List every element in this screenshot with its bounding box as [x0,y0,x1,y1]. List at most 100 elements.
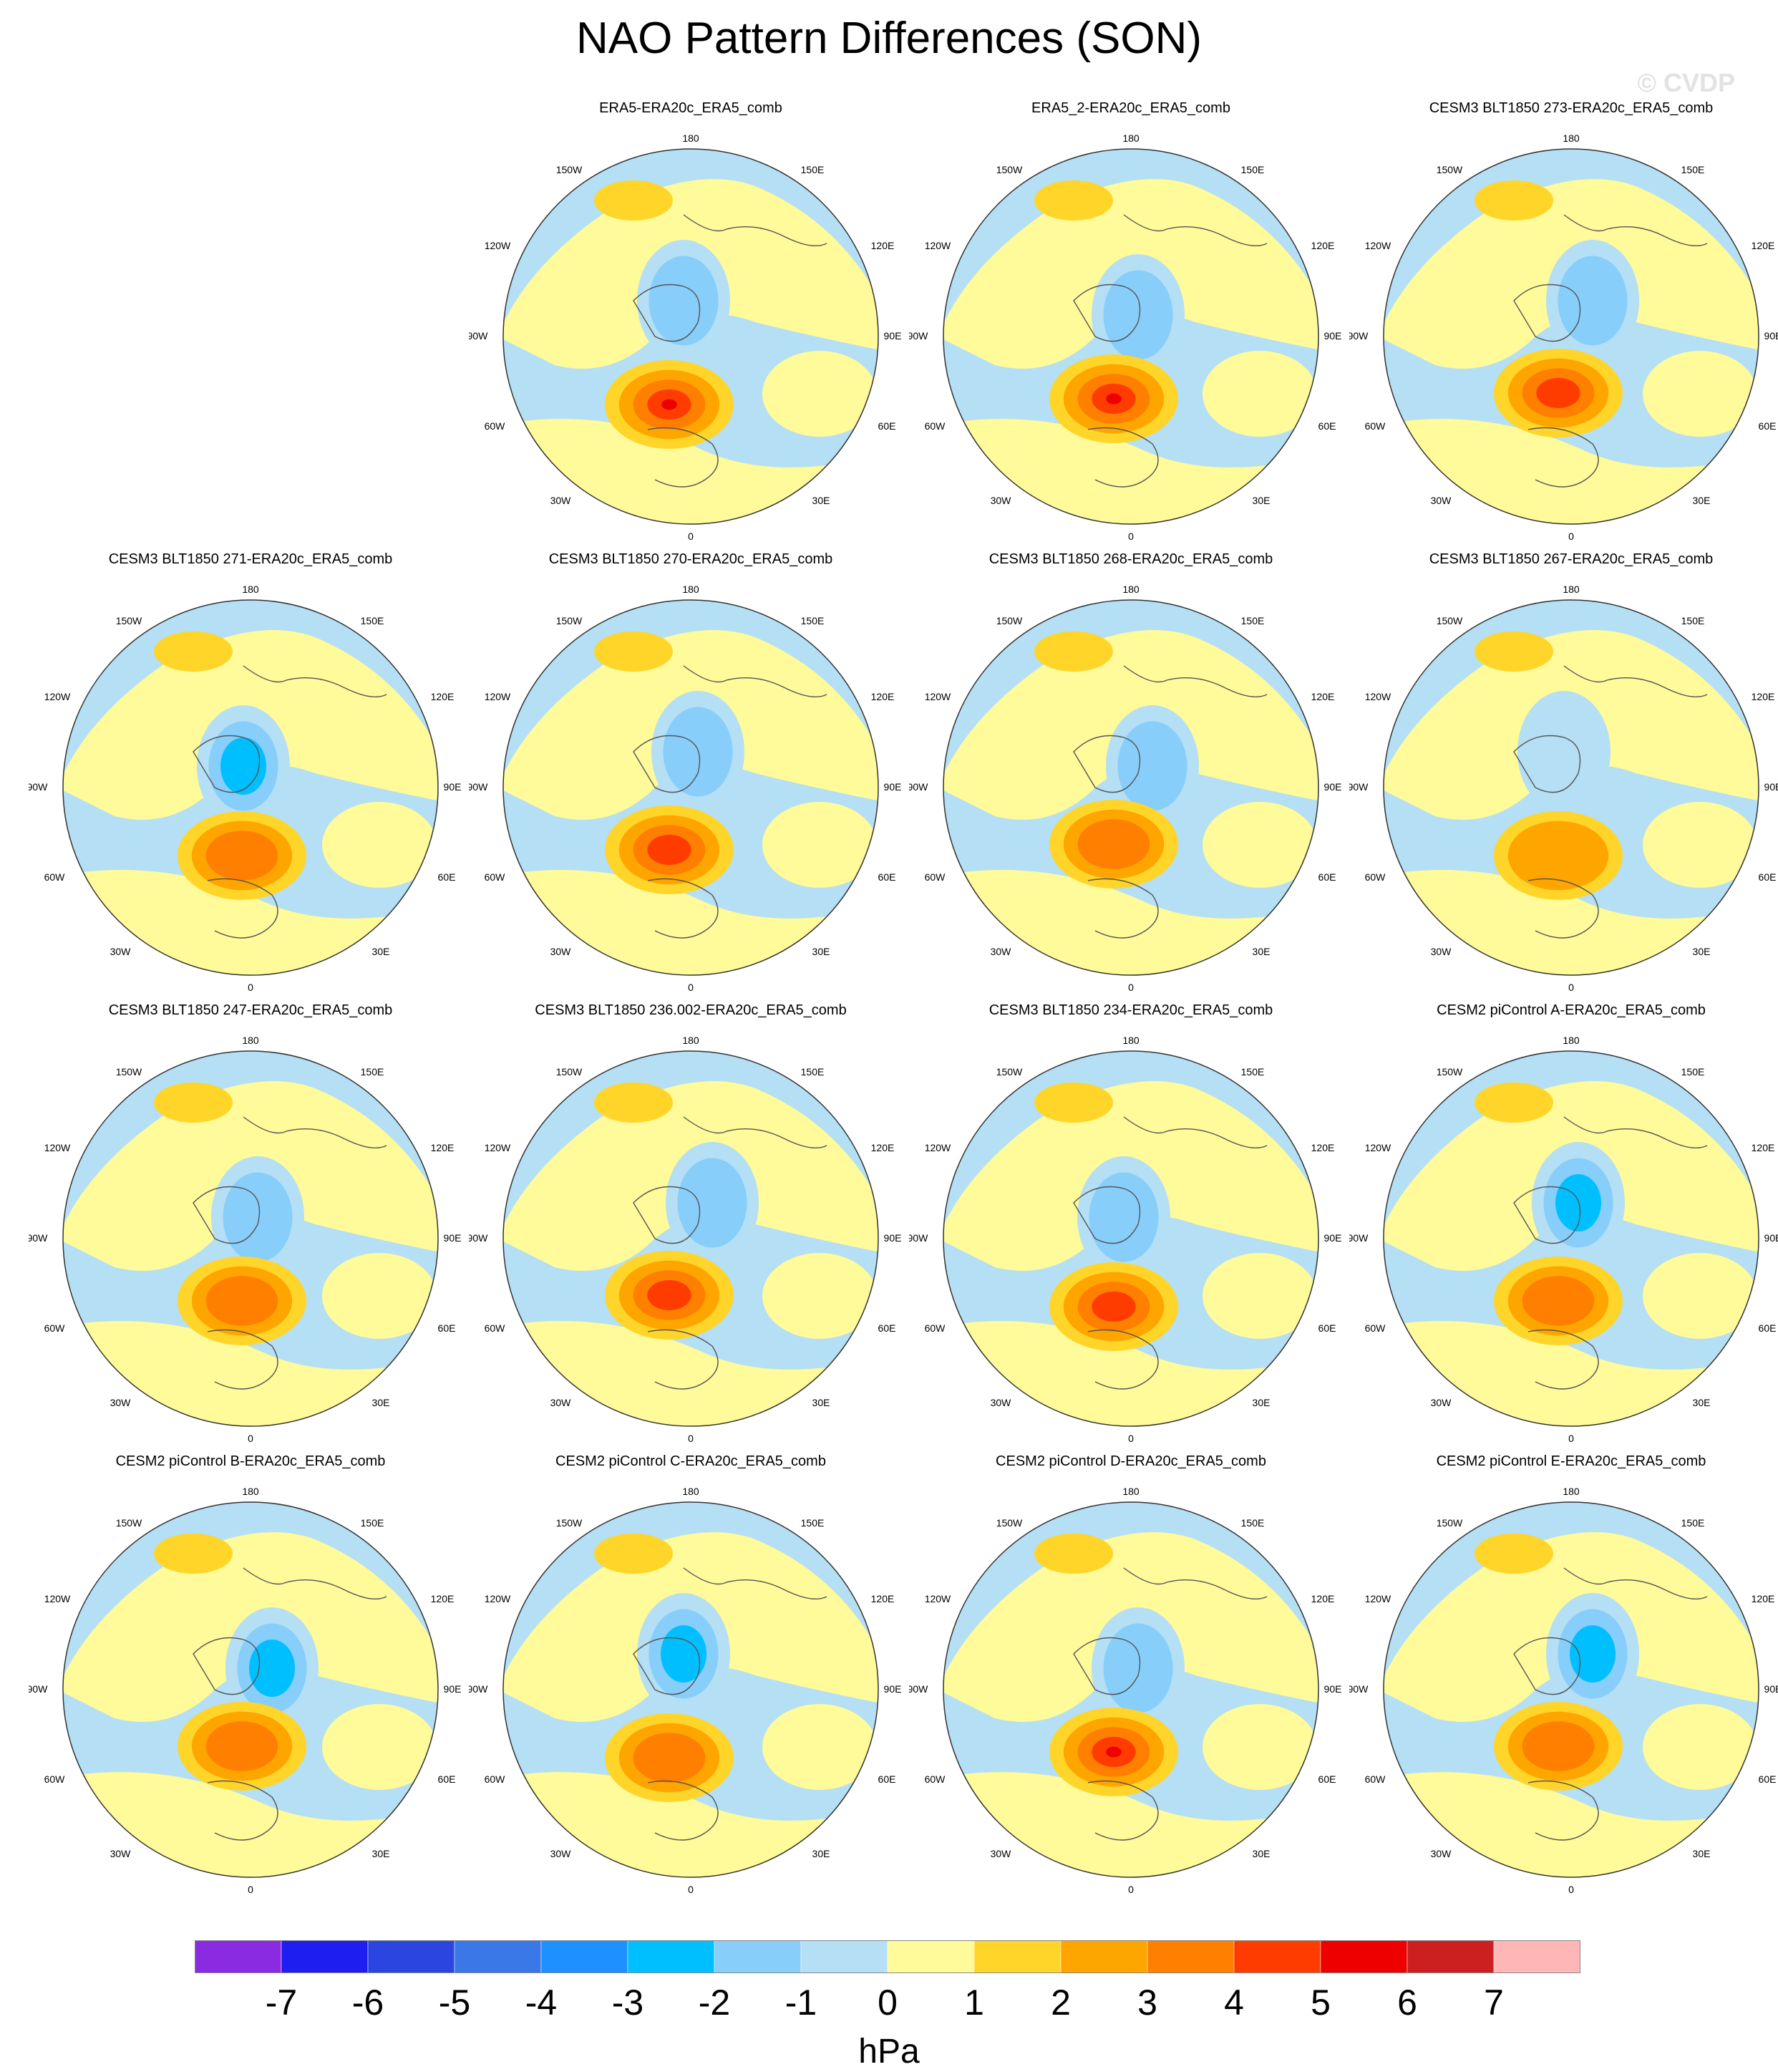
polar-map: 180 0 150W 150E 120W 120E 90W 90E 60W 60E 30W 30E [1349,584,1778,993]
longitude-label: 120W [44,1142,71,1153]
longitude-label: 120E [1311,691,1335,702]
longitude-label: 60W [925,420,946,432]
longitude-label: 120W [925,1142,951,1153]
map-panel: CESM3 BLT1850 267-ERA20c_ERA5_comb 180 0 15… [1349,551,1778,995]
longitude-label: 180 [242,584,259,595]
colorbar-tick-label: -5 [438,1983,471,2023]
map-panel: CESM2 piControl A-ERA20c_ERA5_comb 180 0 15… [1349,1002,1778,1446]
map-panel: CESM3 BLT1850 268-ERA20c_ERA5_comb 180 0 15… [909,551,1353,995]
longitude-label: 30W [991,1848,1012,1859]
longitude-label: 90E [444,1683,462,1695]
longitude-label: 90E [444,1232,462,1244]
colorbar-tick-label: 7 [1484,1983,1504,2023]
polar-map: 180 0 150W 150E 120W 120E 90W 90E 60W 60E 30W 30E [1349,132,1778,542]
panel-title: CESM2 piControl E-ERA20c_ERA5_comb [1436,1453,1706,1469]
longitude-label: 120W [925,240,951,251]
longitude-label: 30E [1693,946,1711,957]
longitude-label: 60E [438,871,456,883]
panel-title: ERA5_2-ERA20c_ERA5_comb [1031,100,1230,116]
longitude-label: 150W [996,164,1023,175]
cvdp-watermark: © CVDP [1637,68,1735,97]
longitude-label: 30E [1693,1397,1711,1408]
longitude-label: 0 [248,1433,253,1444]
longitude-label: 30E [812,946,830,957]
longitude-label: 90W [469,781,488,793]
longitude-label: 180 [242,1035,259,1046]
longitude-label: 60W [925,1773,946,1785]
longitude-label: 60W [1365,871,1386,883]
longitude-label: 60E [1759,1773,1777,1785]
longitude-label: 150W [556,164,583,175]
longitude-label: 150W [1437,615,1463,626]
longitude-label: 180 [1563,584,1580,595]
colorbar-tick-label: 0 [878,1983,898,2023]
polar-map: 180 0 150W 150E 120W 120E 90W 90E 60W 60E 30W 30E [469,1035,902,1444]
map-panel: CESM3 BLT1850 236.002-ERA20c_ERA5_comb 18… [469,1002,913,1446]
longitude-label: 120W [1365,240,1391,251]
longitude-label: 0 [688,1884,694,1895]
longitude-label: 30E [1253,495,1271,506]
colorbar-box [1147,1940,1235,1973]
longitude-label: 30W [550,946,572,957]
longitude-label: 180 [682,584,699,595]
longitude-label: 90E [1324,330,1342,342]
longitude-label: 30W [1431,1848,1452,1859]
colorbar-tick-label: -6 [351,1983,384,2023]
colorbar-box [540,1940,628,1973]
polar-map: 180 0 150W 150E 120W 120E 90W 90E 60W 60E 30W 30E [29,584,461,993]
longitude-label: 0 [688,1433,694,1444]
longitude-label: 150E [361,1517,384,1529]
panel-title: CESM2 piControl C-ERA20c_ERA5_comb [555,1453,826,1469]
colorbar-box [195,1940,282,1973]
longitude-label: 150E [801,1517,825,1529]
longitude-label: 90E [884,330,902,342]
map-panel: CESM3 BLT1850 247-ERA20c_ERA5_comb 180 0 15… [29,1002,472,1446]
longitude-label: 90W [1349,1683,1369,1695]
longitude-label: 120W [44,691,71,702]
longitude-label: 60E [438,1773,456,1785]
longitude-label: 150W [996,1066,1023,1078]
longitude-label: 90E [1764,781,1778,793]
longitude-label: 0 [1128,531,1134,542]
longitude-label: 0 [688,982,694,993]
longitude-label: 120E [871,240,895,251]
colorbar-box [367,1940,455,1973]
polar-map: 180 0 150W 150E 120W 120E 90W 90E 60W 60E 30W 30E [29,1486,462,1895]
longitude-label: 90E [1324,1683,1342,1695]
longitude-label: 30E [1693,495,1711,506]
longitude-label: 180 [682,1486,699,1497]
colorbar-box [1233,1940,1321,1973]
polar-map: 180 0 150W 150E 120W 120E 90W 90E 60W 60E 30W 30E [1349,1486,1778,1895]
longitude-label: 150E [1241,1517,1265,1529]
longitude-label: 0 [1568,1433,1574,1444]
longitude-label: 30E [812,495,830,506]
longitude-label: 0 [1568,1884,1574,1895]
longitude-label: 60E [1318,1773,1336,1785]
longitude-label: 120W [1365,691,1391,702]
longitude-label: 180 [1563,132,1580,144]
colorbar-box [454,1940,542,1973]
longitude-label: 90E [884,781,902,793]
longitude-label: 60W [485,1773,506,1785]
longitude-label: 180 [1122,1486,1140,1497]
polar-map: 180 0 150W 150E 120W 120E 90W 90E 60W 60E 30W 30E [1349,1035,1778,1444]
longitude-label: 30W [1431,1397,1452,1408]
longitude-label: 150W [996,1517,1023,1529]
colorbar-tick-label: 5 [1311,1983,1331,2023]
longitude-label: 150E [1241,164,1265,175]
longitude-label: 90E [884,1232,902,1244]
polar-map: 180 0 150W 150E 120W 120E 90W 90E 60W 60E 30W 30E [909,132,1342,542]
longitude-label: 90W [909,1683,928,1695]
colorbar-box [1320,1940,1408,1973]
longitude-label: 0 [1128,1433,1134,1444]
longitude-label: 150E [801,164,825,175]
panel-title: CESM3 BLT1850 268-ERA20c_ERA5_comb [988,551,1273,567]
longitude-label: 90W [909,1232,928,1244]
map-panel: CESM2 piControl B-ERA20c_ERA5_comb 180 0 15… [29,1453,472,1897]
longitude-label: 30W [991,495,1012,506]
longitude-label: 90W [909,330,928,342]
colorbar-tick-label: 6 [1397,1983,1417,2023]
colorbar-tick-label: -1 [784,1983,817,2023]
longitude-label: 60E [1318,871,1336,883]
longitude-label: 90E [884,1683,902,1695]
